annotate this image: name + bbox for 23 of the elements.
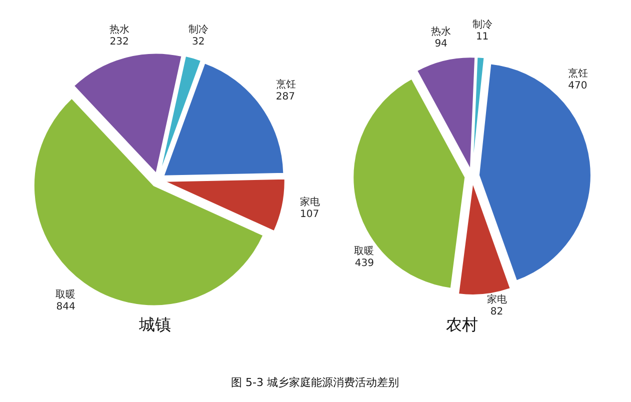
slice-label: 烹饪: [568, 68, 588, 80]
data-label: 232: [110, 36, 129, 48]
data-label: 82: [490, 306, 504, 318]
text: 城镇: [138, 315, 171, 334]
data-label: 94: [434, 38, 448, 50]
data-label: 439: [354, 258, 374, 270]
slice-label: 家电: [486, 294, 507, 306]
slice-label: 取暖: [354, 245, 374, 258]
slice-label: 制冷: [472, 18, 492, 30]
slice-label: 热水: [431, 26, 452, 38]
slice-label: 家电: [300, 196, 320, 208]
text: 农村: [446, 315, 478, 334]
data-label: 470: [568, 80, 588, 92]
slice-label: 热水: [109, 23, 130, 36]
slice-label: 取暖: [55, 288, 76, 300]
data-label: 844: [56, 301, 76, 312]
data-label: 11: [476, 31, 489, 42]
slice-label: 烹饪: [276, 78, 296, 91]
caption: 图 5-3 城乡家庭能源消费活动差别: [231, 376, 399, 389]
data-label: 107: [300, 209, 320, 220]
slice-label: 制冷: [188, 24, 208, 36]
data-label: 32: [192, 36, 205, 48]
data-label: 287: [276, 92, 295, 103]
